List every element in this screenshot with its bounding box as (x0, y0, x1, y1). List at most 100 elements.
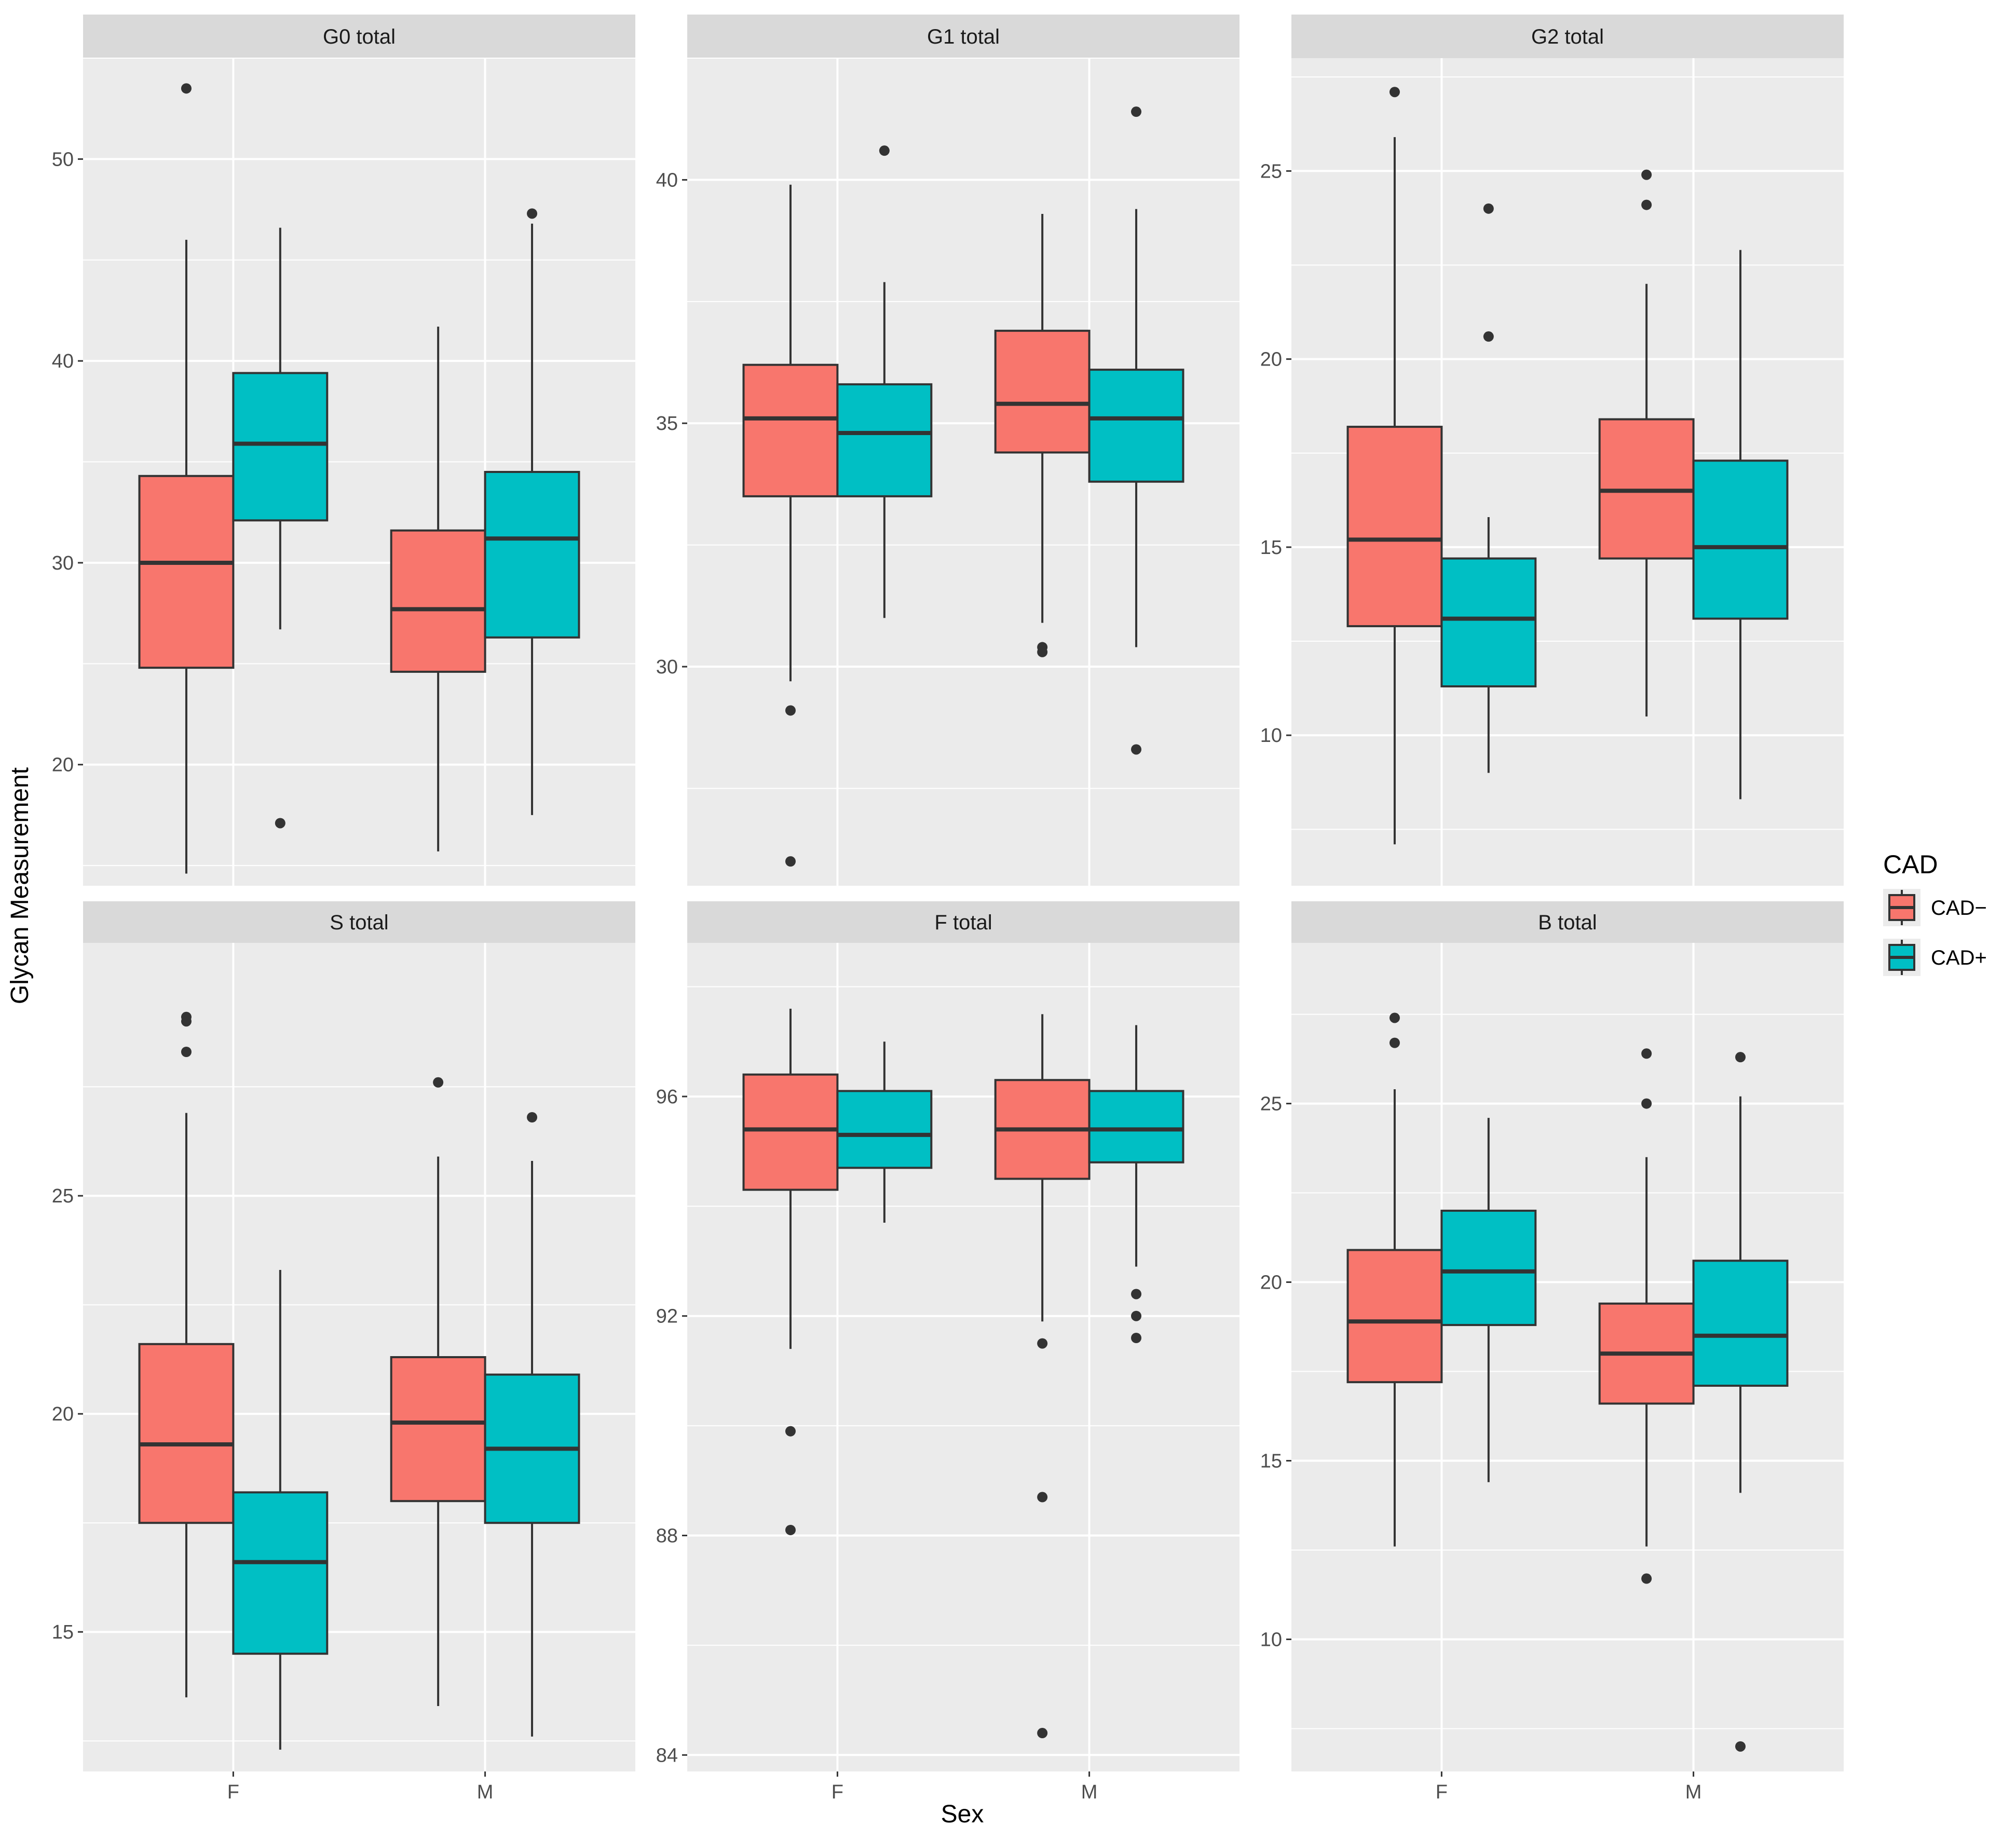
outlier-point (1037, 1492, 1048, 1503)
panel-background (687, 943, 1239, 1771)
strip-title: S total (330, 911, 388, 934)
iqr-box (742, 1073, 839, 1191)
y-tick-label: 15 (52, 1621, 74, 1643)
outlier-point (1131, 106, 1142, 117)
x-tick-label: F (1436, 1781, 1448, 1803)
outlier-point (1131, 744, 1142, 755)
y-tick-label: 88 (656, 1525, 678, 1547)
y-tick-label: 35 (656, 413, 678, 435)
box-cad-neg-m (994, 214, 1091, 657)
iqr-box (484, 471, 580, 639)
outlier-point (1641, 199, 1652, 210)
iqr-box (390, 529, 486, 673)
x-tick-label: M (1685, 1781, 1702, 1803)
outlier-point (785, 705, 796, 716)
y-tick-label: 40 (656, 169, 678, 191)
outlier-point (1131, 1289, 1142, 1300)
box-cad-pos-m (1088, 106, 1184, 755)
strip-background (1291, 15, 1844, 58)
outlier-point (181, 1016, 192, 1027)
strip-title: G0 total (323, 25, 396, 48)
outlier-point (1641, 1048, 1652, 1059)
y-tick-label: 40 (52, 350, 74, 372)
box-cad-neg-f (138, 1011, 235, 1698)
outlier-point (1037, 1338, 1048, 1349)
iqr-box (232, 1491, 329, 1655)
y-tick-label: 10 (1260, 725, 1282, 747)
iqr-box (232, 372, 329, 522)
facet-panel: S total 15 20 25 F M (52, 901, 635, 1803)
box-cad-neg-f (742, 184, 839, 867)
box-cad-pos-f (836, 1041, 933, 1223)
box-cad-pos-m (1088, 1025, 1184, 1344)
outlier-point (879, 145, 890, 156)
outlier-point (1037, 646, 1048, 657)
outlier-point (181, 83, 192, 94)
outlier-point (1641, 1573, 1652, 1584)
outlier-point (785, 1524, 796, 1535)
outlier-point (785, 1426, 796, 1437)
y-axis-title: Glycan Measurement (6, 767, 34, 1004)
outlier-point (275, 818, 285, 829)
strip-background (83, 15, 635, 58)
box-cad-pos-m (1692, 1052, 1789, 1752)
box-cad-neg-f (1346, 1012, 1443, 1547)
y-tick-label: 15 (1260, 1451, 1282, 1472)
box-cad-neg-f (138, 83, 235, 874)
strip-background (687, 15, 1239, 58)
iqr-box (836, 1090, 933, 1169)
strip-background (83, 901, 635, 943)
outlier-point (1483, 203, 1494, 214)
outlier-point (785, 856, 796, 867)
box-cad-neg-m (994, 1014, 1091, 1739)
strip-title: G2 total (1531, 25, 1604, 48)
facet-panels: G0 total 20 30 40 50 G1 total 30 35 40 G2 total 10… (52, 15, 1844, 1803)
y-tick-label: 96 (656, 1086, 678, 1108)
box-cad-neg-m (1598, 169, 1695, 716)
x-tick-label: F (227, 1781, 239, 1803)
outlier-point (1483, 331, 1494, 342)
box-cad-pos-f (232, 1270, 329, 1750)
y-tick-label: 10 (1260, 1629, 1282, 1650)
box-cad-neg-f (1346, 87, 1443, 845)
y-tick-label: 84 (656, 1744, 678, 1766)
iqr-box (1088, 1090, 1184, 1163)
y-tick-label: 20 (1260, 1272, 1282, 1294)
x-axis-title: Sex (941, 1801, 984, 1828)
iqr-box (994, 330, 1091, 454)
facet-panel: G2 total 10 15 20 25 (1260, 15, 1844, 886)
strip-background (687, 901, 1239, 943)
facet-panel: G1 total 30 35 40 (656, 15, 1239, 886)
iqr-box (742, 363, 839, 497)
outlier-point (1131, 1333, 1142, 1344)
y-tick-label: 25 (1260, 1093, 1282, 1115)
box-cad-pos-f (1440, 1118, 1537, 1482)
iqr-box (390, 1356, 486, 1503)
outlier-point (527, 208, 538, 219)
iqr-box (138, 1343, 235, 1524)
outlier-point (1389, 87, 1400, 98)
outlier-point (1735, 1052, 1746, 1063)
outlier-point (1131, 1310, 1142, 1321)
y-tick-label: 15 (1260, 537, 1282, 559)
iqr-box (1692, 1260, 1789, 1387)
outlier-point (1641, 169, 1652, 180)
box-cad-neg-m (1598, 1048, 1695, 1584)
iqr-box (1692, 459, 1789, 620)
y-tick-label: 20 (52, 754, 74, 776)
legend-label-cad-pos: CAD+ (1931, 946, 1987, 969)
box-cad-pos-f (836, 145, 933, 618)
box-cad-pos-m (1692, 250, 1789, 800)
outlier-point (433, 1077, 444, 1088)
strip-title: B total (1538, 911, 1597, 934)
box-cad-neg-f (742, 1008, 839, 1535)
y-tick-label: 20 (52, 1403, 74, 1425)
outlier-point (1037, 1728, 1048, 1739)
x-tick-label: M (477, 1781, 494, 1803)
box-cad-pos-m (484, 208, 580, 815)
box-cad-neg-m (390, 1077, 486, 1706)
strip-title: F total (934, 911, 992, 934)
legend: CAD CAD− CAD+ (1883, 850, 1987, 976)
box-cad-pos-f (1440, 203, 1537, 773)
